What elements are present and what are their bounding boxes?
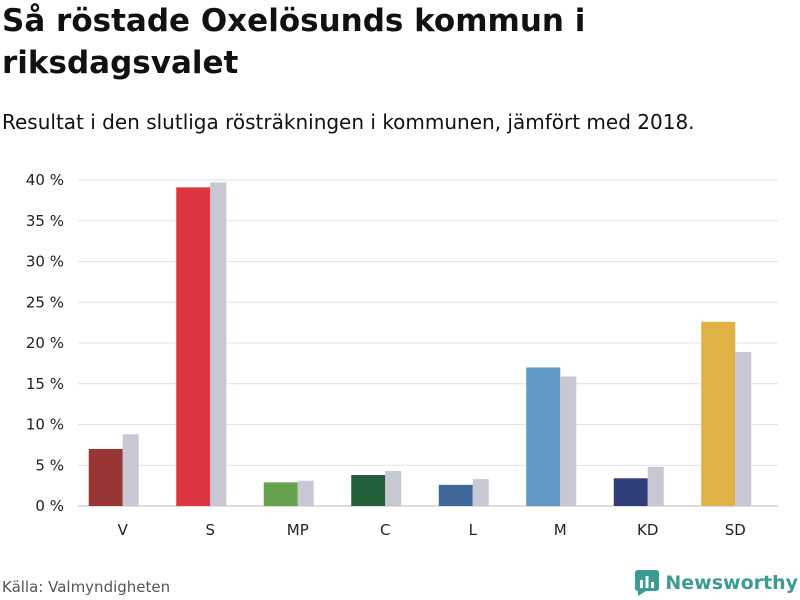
bar-2018-m bbox=[560, 376, 577, 506]
y-tick-label: 15 % bbox=[26, 375, 64, 393]
chart-subtitle: Resultat i den slutliga rösträkningen i … bbox=[2, 110, 695, 134]
y-tick-label: 40 % bbox=[26, 171, 64, 189]
bar-2022-c bbox=[351, 475, 386, 506]
y-tick-label: 25 % bbox=[26, 293, 64, 311]
bar-2022-l bbox=[438, 484, 473, 506]
y-tick-label: 5 % bbox=[35, 456, 64, 474]
x-tick-label: C bbox=[380, 521, 390, 539]
x-tick-label: L bbox=[469, 521, 478, 539]
x-tick-label: KD bbox=[637, 521, 658, 539]
chart-title: Så röstade Oxelösunds kommun i riksdagsv… bbox=[2, 3, 586, 81]
bar-2022-sd bbox=[701, 321, 736, 506]
bar-2022-mp bbox=[263, 482, 298, 506]
newsworthy-logo-icon bbox=[635, 570, 660, 596]
bar-2018-s bbox=[210, 182, 227, 506]
bar-2022-m bbox=[526, 367, 561, 506]
y-tick-label: 35 % bbox=[26, 212, 64, 230]
bar-2018-v bbox=[122, 434, 139, 506]
bar-2022-s bbox=[176, 187, 211, 506]
y-tick-label: 20 % bbox=[26, 334, 64, 352]
x-tick-label: V bbox=[118, 521, 129, 539]
brand-name: Newsworthy bbox=[665, 572, 798, 594]
x-tick-label: S bbox=[205, 521, 215, 539]
bar-2018-c bbox=[385, 470, 402, 506]
bar-2022-v bbox=[88, 448, 123, 506]
bar-2018-l bbox=[472, 479, 489, 506]
y-tick-label: 0 % bbox=[35, 497, 64, 515]
x-tick-label: MP bbox=[287, 521, 309, 539]
bar-2018-sd bbox=[735, 351, 752, 506]
bar-2018-kd bbox=[647, 466, 664, 506]
y-tick-label: 30 % bbox=[26, 253, 64, 271]
x-tick-label: M bbox=[554, 521, 567, 539]
bar-chart: 0 % 5 % 10 % 15 % 20 % 25 % 30 % 35 % 40 % V S MP C L… bbox=[26, 171, 778, 539]
x-tick-label: SD bbox=[725, 521, 746, 539]
bar-2022-kd bbox=[613, 478, 648, 506]
source-note: Källa: Valmyndigheten bbox=[2, 578, 171, 596]
brand-logo: Newsworthy bbox=[635, 568, 798, 598]
bar-2018-mp bbox=[297, 480, 314, 506]
y-tick-label: 10 % bbox=[26, 416, 64, 434]
